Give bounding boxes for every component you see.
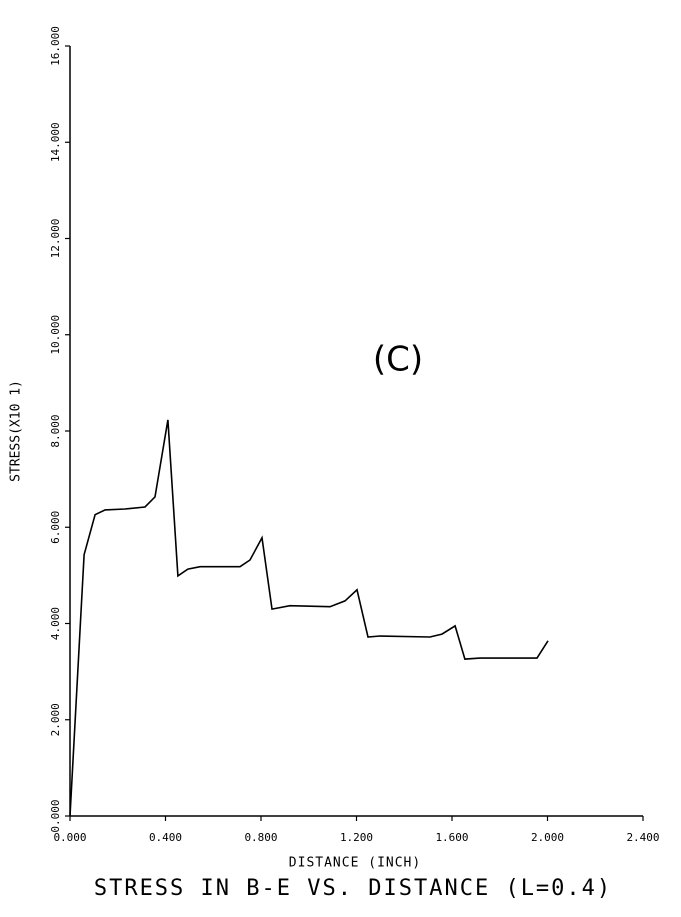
y-tick-label: 6.000 xyxy=(49,511,62,544)
y-tick-label: 2.000 xyxy=(49,703,62,736)
x-tick-label: 2.000 xyxy=(531,831,564,844)
annotation: (C) xyxy=(373,340,423,380)
y-tick-label: 16.000 xyxy=(49,26,62,66)
x-tick-label: 1.200 xyxy=(340,831,373,844)
y-tick-label: 10.000 xyxy=(49,315,62,355)
y-tick-label: 8.000 xyxy=(49,414,62,447)
x-tick-label: 0.400 xyxy=(149,831,182,844)
x-tick-label: 1.600 xyxy=(435,831,468,844)
chart-title: STRESS IN B-E VS. DISTANCE (L=0.4) xyxy=(94,876,612,901)
y-tick-label: 14.000 xyxy=(49,122,62,162)
y-tick-label: 12.000 xyxy=(49,219,62,259)
x-tick-label: 0.000 xyxy=(53,831,86,844)
x-axis-label: DISTANCE (INCH) xyxy=(289,856,421,871)
y-tick-label: 0.000 xyxy=(49,799,62,832)
x-tick-label: 0.800 xyxy=(244,831,277,844)
data-line xyxy=(69,419,549,817)
y-axis-label: STRESS(X10 1) xyxy=(9,380,24,482)
x-tick-label: 2.400 xyxy=(626,831,659,844)
y-tick-label: 4.000 xyxy=(49,607,62,640)
